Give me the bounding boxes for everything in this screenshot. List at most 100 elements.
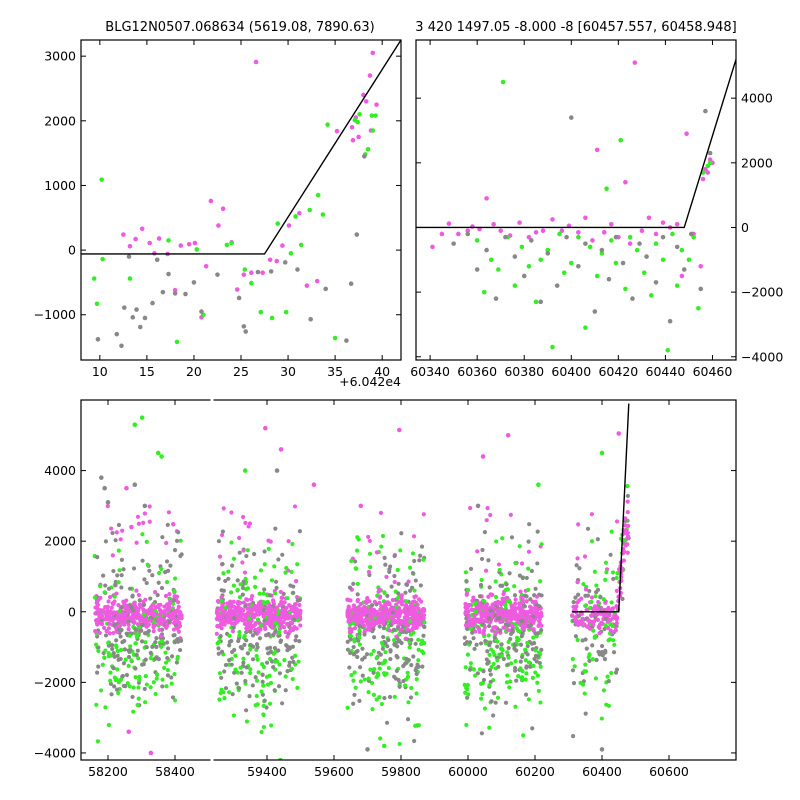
- data-point: [355, 119, 361, 125]
- season-point: [251, 613, 256, 618]
- season-point: [107, 617, 112, 622]
- data-point: [132, 482, 138, 488]
- season-point: [115, 667, 120, 672]
- season-point: [531, 663, 536, 668]
- season-point: [610, 630, 615, 635]
- season-point: [238, 665, 243, 670]
- data-point: [557, 231, 562, 237]
- data-point: [503, 234, 508, 240]
- season-point: [468, 626, 474, 632]
- season-point: [489, 647, 494, 652]
- season-point: [235, 587, 240, 593]
- season-point: [223, 686, 229, 691]
- season-point: [413, 723, 418, 728]
- season-point: [507, 571, 512, 576]
- season-point: [136, 656, 141, 661]
- season-point: [264, 660, 270, 665]
- data-point: [653, 241, 659, 246]
- season-point: [500, 615, 505, 620]
- season-point: [168, 563, 173, 568]
- season-point: [176, 604, 181, 609]
- y-tick-label: −1000: [34, 307, 76, 322]
- season-point: [411, 534, 417, 539]
- season-point: [598, 595, 603, 600]
- y-tick-label: 4000: [44, 463, 76, 478]
- season-point: [276, 557, 281, 562]
- season-point: [218, 634, 223, 639]
- season-point: [397, 612, 402, 617]
- season-point: [177, 620, 182, 625]
- season-point: [119, 647, 124, 653]
- data-point: [278, 447, 284, 452]
- season-point: [237, 613, 242, 619]
- season-point: [533, 586, 538, 591]
- season-point: [573, 634, 579, 639]
- season-point: [221, 571, 226, 576]
- season-point: [244, 708, 249, 713]
- season-point: [112, 582, 118, 587]
- season-point: [516, 613, 521, 618]
- season-point: [422, 624, 427, 629]
- season-point: [354, 548, 360, 553]
- data-point: [334, 128, 340, 134]
- season-point: [538, 664, 543, 669]
- season-point: [297, 614, 303, 619]
- season-point: [625, 499, 630, 504]
- season-point: [266, 651, 271, 656]
- season-point: [525, 643, 530, 649]
- season-point: [370, 706, 375, 712]
- data-point: [267, 257, 273, 263]
- season-point: [248, 629, 253, 634]
- season-point: [513, 560, 518, 566]
- season-point: [140, 532, 145, 537]
- season-point: [493, 600, 498, 605]
- season-point: [377, 595, 383, 600]
- season-point: [485, 649, 490, 654]
- season-point: [253, 584, 258, 589]
- season-point: [96, 645, 101, 650]
- season-point: [520, 654, 525, 660]
- data-point: [249, 270, 254, 276]
- season-point: [597, 631, 602, 636]
- season-point: [140, 558, 145, 563]
- data-point: [613, 260, 619, 266]
- season-point: [264, 610, 269, 616]
- season-point: [220, 602, 225, 607]
- data-point: [465, 228, 471, 234]
- season-point: [413, 594, 418, 599]
- data-point: [703, 108, 708, 114]
- season-point: [379, 701, 384, 707]
- season-point: [106, 651, 111, 656]
- season-point: [132, 619, 137, 625]
- season-point: [609, 670, 614, 676]
- season-point: [487, 652, 492, 658]
- data-point: [484, 247, 489, 253]
- data-point: [363, 99, 369, 104]
- season-point: [611, 650, 617, 655]
- season-point: [504, 680, 510, 685]
- season-point: [145, 562, 150, 567]
- season-point: [394, 668, 399, 673]
- season-point: [236, 604, 241, 609]
- season-point: [493, 625, 498, 630]
- season-point: [588, 619, 593, 624]
- data-point: [242, 267, 248, 272]
- season-point: [137, 674, 142, 679]
- season-point: [116, 580, 121, 585]
- season-point: [501, 625, 506, 630]
- season-point: [163, 660, 169, 665]
- season-point: [371, 670, 376, 675]
- season-point: [252, 575, 258, 580]
- season-point: [396, 591, 401, 596]
- season-point: [490, 628, 495, 633]
- season-point: [348, 637, 353, 642]
- season-point: [419, 609, 424, 614]
- season-point: [413, 668, 418, 673]
- season-point: [259, 689, 264, 694]
- x-tick-label: 60380: [504, 364, 544, 379]
- data-point: [538, 299, 544, 305]
- season-point: [369, 603, 375, 608]
- data-point: [576, 234, 581, 240]
- season-point: [576, 522, 581, 527]
- season-point: [243, 612, 248, 617]
